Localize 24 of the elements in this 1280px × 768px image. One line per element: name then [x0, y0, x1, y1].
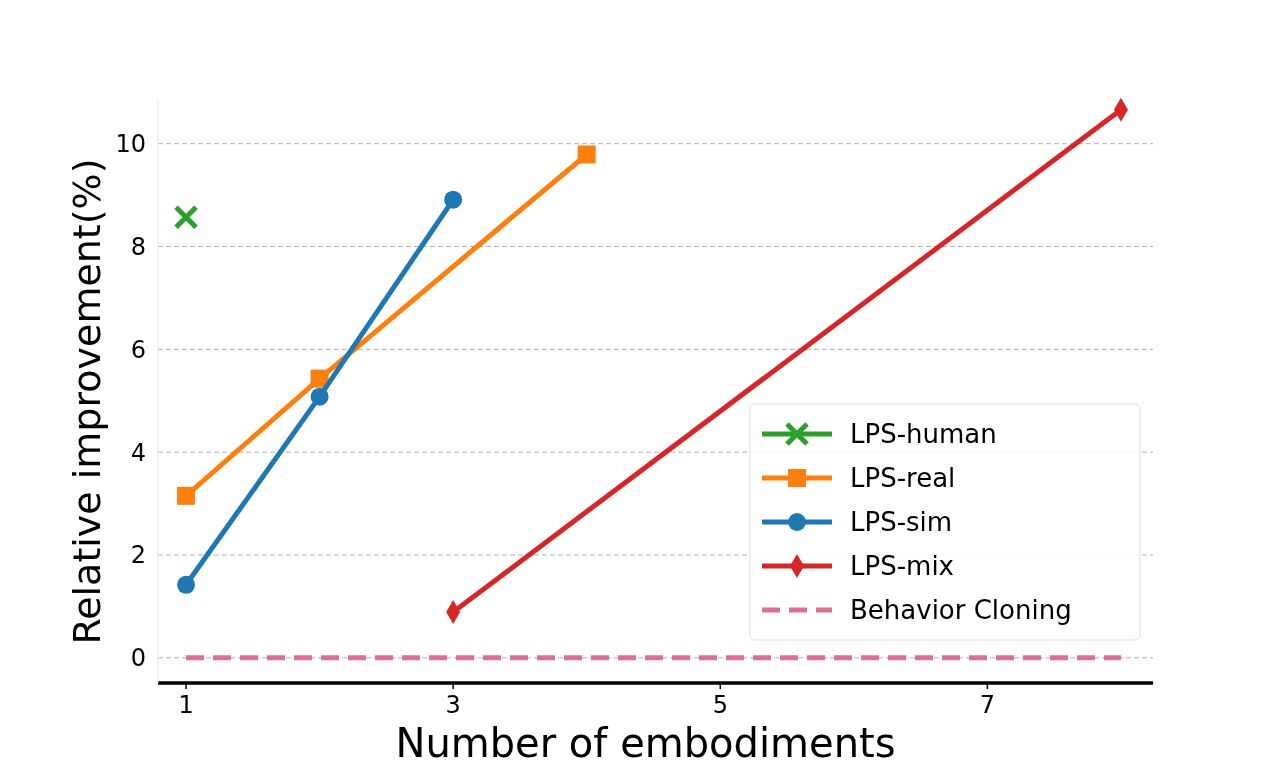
x-tick-label: 3 [445, 691, 461, 719]
point [577, 145, 596, 164]
y-tick-label: 2 [130, 541, 146, 570]
point [177, 575, 196, 594]
y-tick-label: 4 [130, 438, 146, 467]
point [310, 369, 329, 388]
legend-label: LPS-human [850, 419, 997, 450]
legend-label: LPS-mix [850, 551, 954, 582]
x-tick-label: 7 [979, 691, 996, 719]
y-tick-label: 0 [130, 644, 146, 673]
x-tick-label: 5 [712, 691, 728, 719]
y-axis-title: Relative improvement(%) [65, 158, 109, 645]
legend-label: LPS-real [850, 463, 956, 494]
point [444, 190, 463, 209]
y-tick-label: 8 [130, 232, 146, 261]
point [173, 204, 199, 230]
point [177, 486, 196, 505]
x-axis-title: Number of embodiments [395, 720, 896, 766]
y-tick-label: 6 [130, 335, 146, 364]
point [310, 387, 329, 406]
x-tick-label: 1 [178, 691, 194, 719]
legend-label: LPS-sim [850, 507, 953, 538]
legend-label: Behavior Cloning [850, 595, 1072, 626]
y-tick-label: 10 [115, 130, 146, 159]
